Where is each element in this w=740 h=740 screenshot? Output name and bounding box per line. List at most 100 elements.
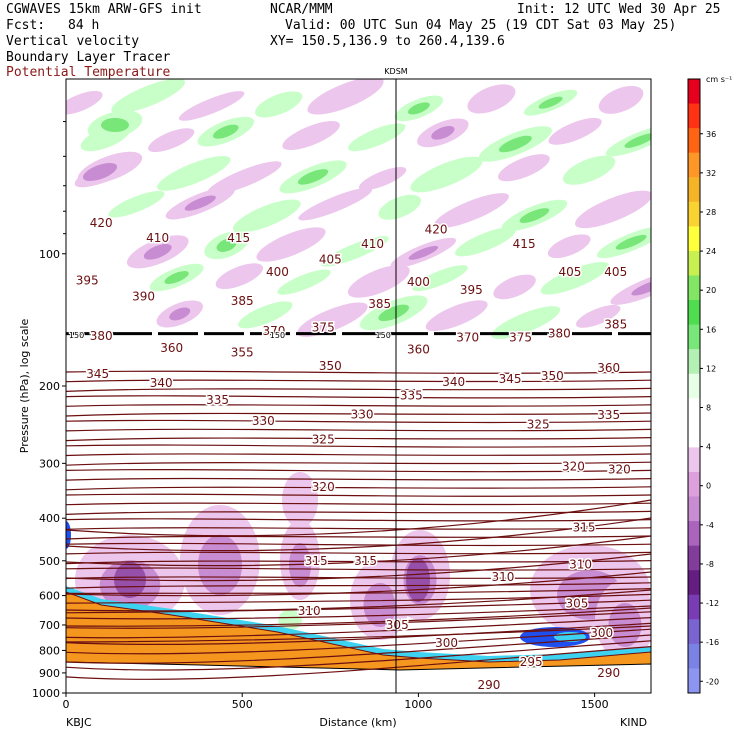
theta-contour bbox=[66, 625, 651, 643]
theta-contour bbox=[66, 370, 651, 374]
theta-label: 405 bbox=[319, 252, 342, 266]
theta-contour bbox=[66, 646, 651, 680]
colorbar-tick-label: -20 bbox=[706, 677, 719, 686]
colorbar: 36 32 28 24 20 16 12 8 4 0 -4 -8 -12 -16 -20 bbox=[687, 78, 719, 694]
colorbar-tick-label: 36 bbox=[706, 130, 716, 139]
theta-label: 315 bbox=[354, 554, 377, 568]
vv-blob bbox=[297, 302, 368, 337]
theta-label: 305 bbox=[566, 596, 589, 610]
vv-blob bbox=[66, 90, 103, 115]
vv-core bbox=[164, 271, 189, 284]
theta-contour bbox=[66, 469, 651, 473]
colorbar-swatch bbox=[688, 471, 700, 498]
y-tick-label: 300 bbox=[39, 457, 60, 470]
colorbar-tick-label: 4 bbox=[706, 443, 711, 452]
theta-label: 405 bbox=[558, 265, 581, 279]
vv-core bbox=[615, 234, 647, 250]
model-title: CGWAVES 15km ARW-GFS init bbox=[6, 2, 202, 17]
colorbar-swatch bbox=[688, 594, 700, 620]
theta-contour bbox=[66, 560, 651, 565]
theta-contour bbox=[66, 477, 651, 481]
theta-contour bbox=[66, 517, 651, 552]
colorbar-swatch bbox=[688, 103, 700, 129]
theta-label: 370 bbox=[262, 324, 285, 338]
vv-blob bbox=[255, 91, 303, 118]
theta-contour bbox=[66, 617, 651, 639]
theta-label: 320 bbox=[608, 463, 631, 477]
vv-core bbox=[498, 135, 532, 153]
vv-blob bbox=[215, 263, 264, 290]
theta-contour bbox=[66, 412, 651, 417]
vv-blob bbox=[111, 79, 186, 114]
theta-label: 330 bbox=[351, 407, 374, 421]
theta-label: 360 bbox=[407, 342, 430, 356]
colorbar-tick-label: 12 bbox=[706, 364, 716, 373]
theta-contour bbox=[66, 527, 651, 530]
theta-contour bbox=[66, 428, 651, 432]
vv-core bbox=[408, 245, 439, 260]
theta-label: 310 bbox=[492, 570, 515, 584]
theta-label: 290 bbox=[477, 678, 500, 692]
vv-core bbox=[143, 243, 172, 260]
vv-core-strong bbox=[406, 558, 430, 602]
theta-label: 345 bbox=[499, 372, 522, 386]
vv-blob bbox=[412, 265, 468, 292]
y-axis: 100 200 300 400 500 600 700 800 900 1000 bbox=[32, 121, 66, 700]
vv-blob bbox=[347, 265, 410, 298]
theta-contour bbox=[66, 493, 651, 497]
theta-contour bbox=[66, 607, 651, 627]
theta-contour bbox=[66, 542, 651, 547]
init-time: Init: 12 UTC Wed 30 Apr 25 bbox=[517, 2, 721, 17]
colorbar-tick-label: -12 bbox=[706, 599, 719, 608]
theta-label: 395 bbox=[76, 273, 99, 287]
colorbar-swatch bbox=[688, 152, 700, 178]
colorbar-swatch bbox=[688, 79, 700, 105]
tracer-edge bbox=[66, 521, 71, 549]
theta-label: 375 bbox=[312, 320, 335, 334]
theta-label: 290 bbox=[597, 666, 620, 680]
theta-label: 325 bbox=[527, 418, 550, 432]
y-axis-title: Pressure (hPa), log scale bbox=[18, 319, 31, 454]
theta-label: 405 bbox=[604, 265, 627, 279]
vv-core bbox=[407, 102, 430, 115]
theta-label: 320 bbox=[562, 459, 585, 473]
theta-contour bbox=[66, 510, 651, 515]
y-tick-label: 200 bbox=[39, 380, 60, 393]
theta-contour bbox=[66, 634, 651, 664]
valid-time: Valid: 00 UTC Sun 04 May 25 (19 CDT Sat … bbox=[285, 18, 677, 33]
x-tick-label: 0 bbox=[63, 698, 70, 711]
y-tick-label: 1000 bbox=[32, 687, 60, 700]
vv-blob bbox=[378, 194, 422, 220]
y-tick-label: 100 bbox=[39, 248, 60, 261]
theta-contour bbox=[66, 640, 651, 671]
theta-label: 375 bbox=[509, 330, 532, 344]
theta-label: 420 bbox=[425, 222, 448, 236]
vv-blob bbox=[108, 190, 165, 218]
vv-core bbox=[538, 96, 563, 109]
vv-blob bbox=[498, 154, 550, 182]
vv-blob bbox=[256, 227, 326, 262]
field-potential-temperature: Potential Temperature bbox=[6, 65, 171, 80]
colorbar-tick-label: -4 bbox=[706, 521, 714, 530]
vv-core bbox=[101, 118, 129, 132]
vv-blob bbox=[434, 193, 509, 229]
colorbar-tick-label: 0 bbox=[706, 482, 711, 491]
theta-label: 340 bbox=[442, 375, 465, 389]
colorbar-tick-label: 32 bbox=[706, 169, 716, 178]
colorbar-swatch bbox=[688, 349, 700, 375]
theta-label: 355 bbox=[231, 346, 254, 360]
y-tick-label: 700 bbox=[39, 619, 60, 632]
x-axis-title: Distance (km) bbox=[319, 716, 396, 729]
y-tick-label: 800 bbox=[39, 644, 60, 657]
vv-blob bbox=[574, 190, 651, 229]
forecast-label: Fcst: bbox=[6, 18, 46, 33]
theta-contour bbox=[66, 622, 651, 646]
colorbar-frame bbox=[687, 78, 701, 694]
colorbar-swatch bbox=[688, 496, 700, 522]
vv-core bbox=[297, 169, 329, 185]
theta-contour bbox=[66, 589, 651, 612]
vv-blob bbox=[157, 155, 231, 191]
vv-blob bbox=[576, 304, 621, 328]
theta-contour bbox=[66, 499, 651, 537]
theta-label: 395 bbox=[460, 283, 483, 297]
